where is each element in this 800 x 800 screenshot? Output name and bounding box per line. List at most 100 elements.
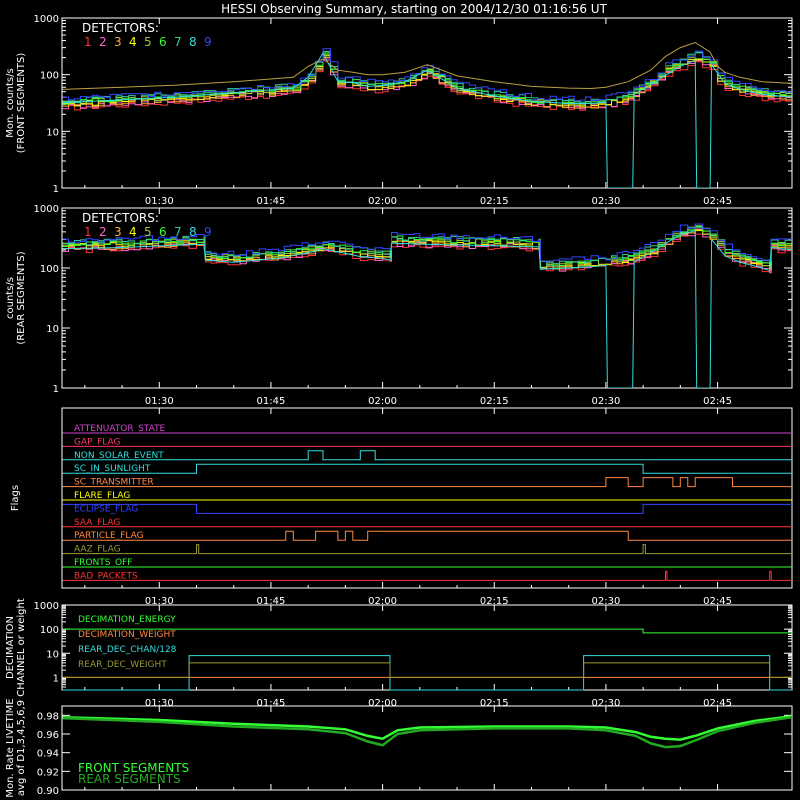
legend-entry-livetime: FRONT SEGMENTS <box>78 761 189 775</box>
legend-digit-front: 1 <box>84 35 92 49</box>
y-tick-label-livetime: 0.90 <box>37 786 59 797</box>
x-tick-label-decimation: 01:45 <box>257 698 286 709</box>
y-axis-label-front: Mon. counts/s <box>5 68 16 137</box>
x-tick-label-front: 01:30 <box>145 196 174 207</box>
y-tick-label-rear: 1000 <box>34 204 59 215</box>
flag-label: SC_IN_SUNLIGHT <box>74 464 151 474</box>
legend-digit-front: 5 <box>144 35 152 49</box>
flag-label: ATTENUATOR_STATE <box>74 424 166 434</box>
y-tick-label-livetime: 0.94 <box>37 749 59 760</box>
y-tick-label-decimation: 1000 <box>34 601 59 612</box>
legend-entry-decimation: DECIMATION_WEIGHT <box>78 630 176 640</box>
x-tick-label-rear: 01:30 <box>145 396 174 407</box>
legend-digit-front: 7 <box>174 35 182 49</box>
flag-trace <box>62 530 792 541</box>
flag-label: SC_TRANSMITTER <box>74 478 154 488</box>
envelope-trace-front <box>62 41 792 90</box>
legend-title-rear: DETECTORS: <box>82 211 159 225</box>
y-tick-label-rear: 100 <box>40 264 59 275</box>
plot-area-rear <box>62 223 792 388</box>
flag-label: NON_SOLAR_EVENT <box>74 451 164 461</box>
y-axis-label-rear: (REAR SEGMENTS) <box>16 251 27 344</box>
plot-frame-rear <box>61 207 793 389</box>
detector-trace-9-rear <box>62 223 792 263</box>
x-tick-label-rear: 02:45 <box>703 396 732 407</box>
detector-trace-8-rear <box>62 229 792 388</box>
flag-trace <box>62 544 792 555</box>
y-tick-label-front: 1 <box>53 184 59 195</box>
x-tick-label-flags: 01:45 <box>257 596 286 607</box>
detector-trace-8-front <box>62 52 792 188</box>
flag-label: PARTICLE_FLAG <box>74 531 144 541</box>
legend-digit-rear: 9 <box>204 225 212 239</box>
flag-label: SAA_FLAG <box>74 518 120 528</box>
series-trace-decimation <box>62 655 792 691</box>
plot-frame-flags <box>61 407 793 589</box>
series-trace-livetime <box>62 715 793 741</box>
legend-entry-decimation: REAR_DEC_WEIGHT <box>78 660 167 670</box>
y-tick-label-decimation: 10 <box>46 649 59 660</box>
legend-title-front: DETECTORS: <box>82 21 159 35</box>
legend-digit-rear: 3 <box>114 225 122 239</box>
x-tick-label-rear: 02:15 <box>480 396 509 407</box>
series-trace-livetime <box>62 715 793 749</box>
x-tick-label-front: 02:45 <box>703 196 732 207</box>
flag-trace <box>62 450 792 461</box>
series-trace-decimation <box>62 662 792 678</box>
legend-digit-rear: 2 <box>99 225 107 239</box>
legend-digit-rear: 5 <box>144 225 152 239</box>
legend-digit-rear: 4 <box>129 225 137 239</box>
legend-entry-livetime: REAR SEGMENTS <box>78 772 181 786</box>
x-tick-label-flags: 02:15 <box>480 596 509 607</box>
x-tick-label-decimation: 02:45 <box>703 698 732 709</box>
y-tick-label-livetime: 0.98 <box>37 711 59 722</box>
x-tick-label-decimation: 02:15 <box>480 698 509 709</box>
y-axis-label-rear: counts/s <box>5 277 16 319</box>
y-axis-label-decimation: CHANNEL or weight <box>16 598 27 697</box>
flag-label: FRONTS_OFF <box>74 558 132 568</box>
y-tick-label-livetime: 0.96 <box>37 730 59 741</box>
y-tick-label-front: 10 <box>46 127 59 138</box>
legend-entry-decimation: REAR_DEC_CHAN/128 <box>78 645 177 655</box>
flag-trace <box>62 570 792 581</box>
x-tick-label-rear: 02:30 <box>591 396 620 407</box>
x-tick-label-flags: 02:30 <box>591 596 620 607</box>
chart-title: HESSI Observing Summary, starting on 200… <box>221 2 607 16</box>
x-tick-label-decimation: 02:30 <box>591 698 620 709</box>
legend-digit-rear: 1 <box>84 225 92 239</box>
legend-digit-front: 4 <box>129 35 137 49</box>
x-tick-label-flags: 02:45 <box>703 596 732 607</box>
legend-digit-front: 2 <box>99 35 107 49</box>
x-tick-label-front: 02:15 <box>480 196 509 207</box>
flag-label: AAZ_FLAG <box>74 545 121 555</box>
y-tick-label-livetime: 0.92 <box>37 767 59 778</box>
plot-frame-livetime <box>61 705 793 791</box>
x-tick-label-decimation: 01:30 <box>145 698 174 709</box>
x-tick-label-front: 02:00 <box>368 196 397 207</box>
legend-digit-front: 8 <box>189 35 197 49</box>
detector-trace-7-front <box>62 51 792 104</box>
flag-trace <box>62 477 792 488</box>
x-tick-label-front: 01:45 <box>257 196 286 207</box>
y-tick-label-decimation: 100 <box>40 625 59 636</box>
legend-digit-front: 3 <box>114 35 122 49</box>
legend-digit-front: 6 <box>159 35 167 49</box>
x-tick-label-front: 02:30 <box>591 196 620 207</box>
legend-digit-front: 9 <box>204 35 212 49</box>
legend-digit-rear: 8 <box>189 225 197 239</box>
y-tick-label-decimation: 1 <box>53 673 59 684</box>
flag-label: BAD_PACKETS <box>74 571 138 581</box>
y-tick-label-rear: 1 <box>53 384 59 395</box>
y-axis-label-decimation: DECIMATION <box>5 616 16 679</box>
plot-frame-front <box>61 17 793 189</box>
flag-trace <box>62 463 792 474</box>
flag-label: GAP_FLAG <box>74 437 120 447</box>
y-tick-label-front: 1000 <box>34 14 59 25</box>
y-tick-label-rear: 10 <box>46 324 59 335</box>
x-tick-label-rear: 01:45 <box>257 396 286 407</box>
y-axis-label-livetime: Mon. Rate LIVETIME <box>5 698 16 797</box>
series-trace-decimation <box>62 628 792 634</box>
legend-digit-rear: 7 <box>174 225 182 239</box>
x-tick-label-flags: 02:00 <box>368 596 397 607</box>
